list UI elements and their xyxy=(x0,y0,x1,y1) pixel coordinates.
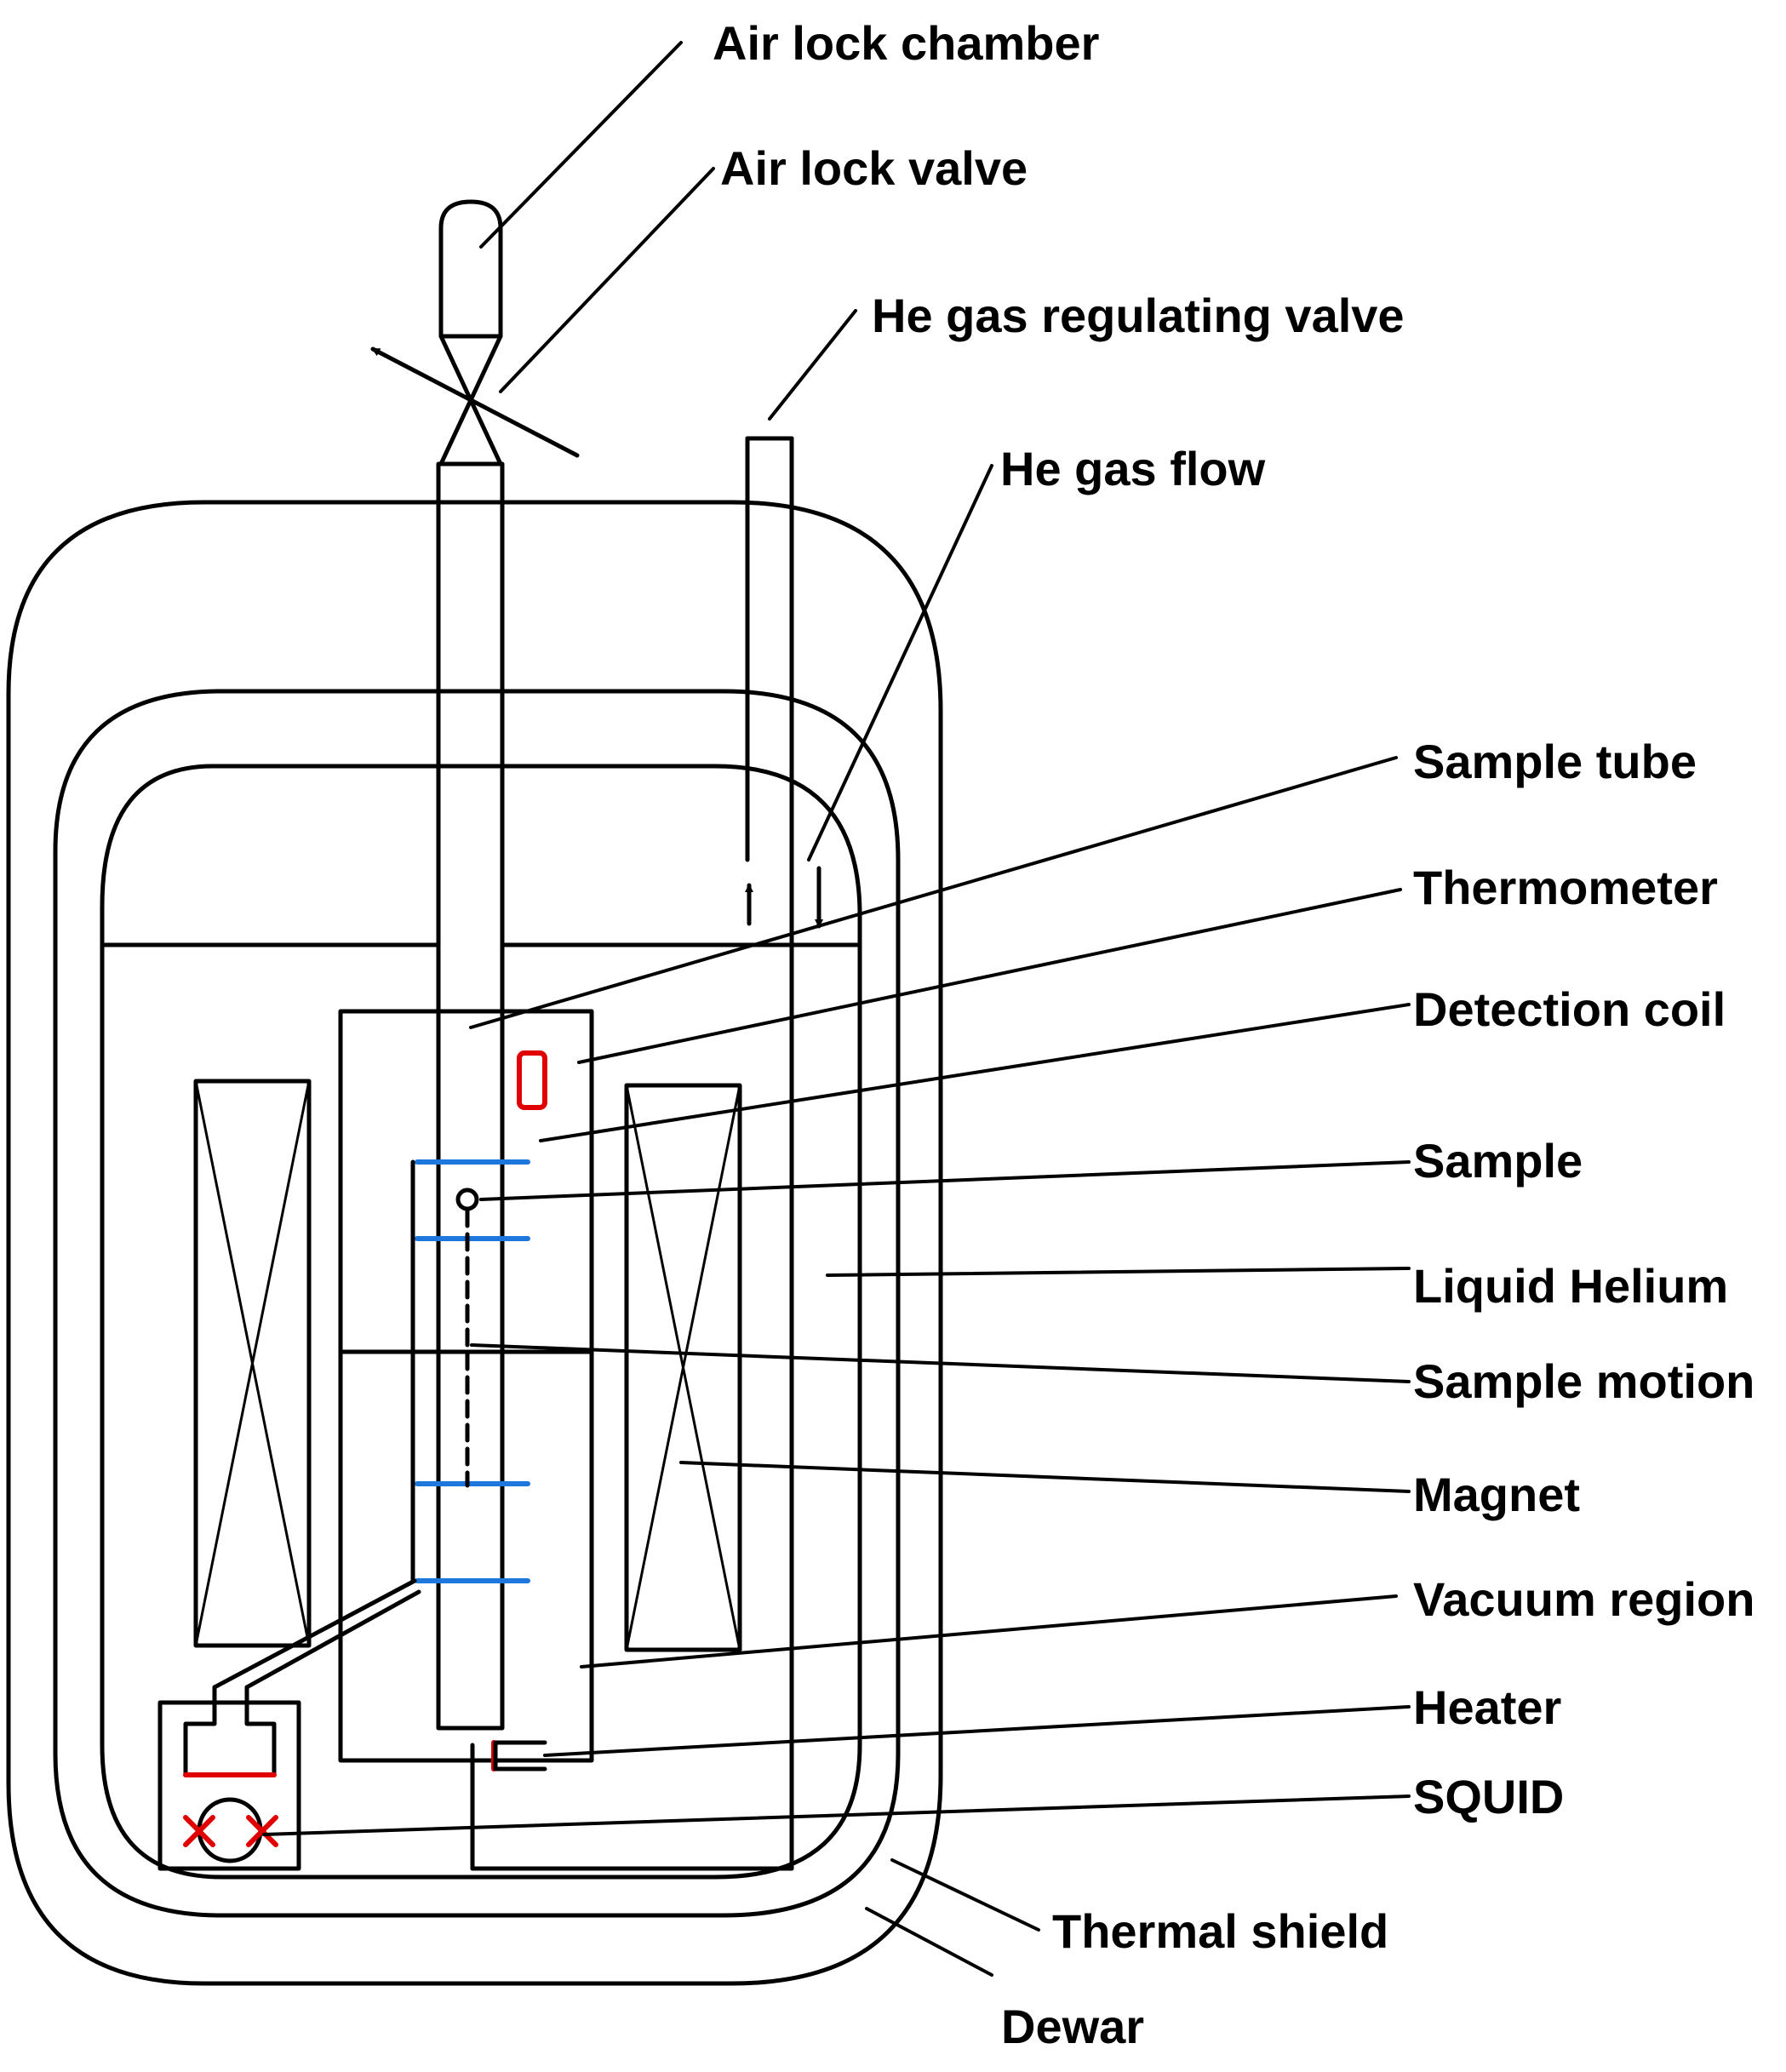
label-detection-coil: Detection coil xyxy=(1413,982,1726,1036)
leader-sample-tube xyxy=(469,756,1398,1029)
leader-detection-coil xyxy=(539,1003,1411,1142)
leader-liquid-helium xyxy=(826,1267,1411,1277)
leader-he-gas-flow xyxy=(807,464,993,861)
magnet-right xyxy=(624,1083,742,1652)
leader-thermal-shield xyxy=(890,1858,1040,1932)
label-air-lock-valve: Air lock valve xyxy=(720,141,1028,195)
leader-air-lock-valve xyxy=(499,167,715,393)
label-squid: SQUID xyxy=(1413,1770,1564,1823)
label-thermometer: Thermometer xyxy=(1413,861,1718,914)
label-sample-tube: Sample tube xyxy=(1413,735,1697,788)
magnet-left xyxy=(193,1079,312,1648)
label-he-gas-regulating-valve: He gas regulating valve xyxy=(872,289,1405,342)
leader-vacuum-region xyxy=(580,1594,1398,1668)
leader-sample xyxy=(479,1160,1411,1201)
leader-sample-motion xyxy=(470,1343,1411,1383)
label-sample-motion: Sample motion xyxy=(1413,1354,1755,1408)
sample xyxy=(455,1188,479,1211)
thermometer xyxy=(517,1050,547,1110)
label-he-gas-flow: He gas flow xyxy=(1000,442,1266,495)
leader-dewar xyxy=(865,1907,993,1977)
leader-magnet xyxy=(679,1461,1411,1493)
dewar-outline xyxy=(6,500,943,1986)
heater-bracket xyxy=(493,1740,547,1772)
leader-lines xyxy=(262,41,1411,1977)
squid xyxy=(157,1685,301,1871)
label-magnet: Magnet xyxy=(1413,1468,1580,1521)
leader-air-lock-chamber xyxy=(479,41,683,249)
label-dewar: Dewar xyxy=(1001,2000,1144,2053)
label-thermal-shield: Thermal shield xyxy=(1052,1904,1388,1958)
thermal-shield-outline xyxy=(53,689,901,1918)
leader-thermometer xyxy=(577,888,1402,1064)
label-liquid-helium: Liquid Helium xyxy=(1413,1259,1728,1313)
leader-he-gas-regulating-valve xyxy=(768,309,857,421)
vacuum-region-chamber xyxy=(338,1009,594,1354)
label-sample: Sample xyxy=(1413,1134,1583,1188)
air-lock-chamber xyxy=(438,199,503,339)
helium-vessel-outline xyxy=(100,764,862,1880)
label-vacuum-region: Vacuum region xyxy=(1413,1572,1755,1626)
air-lock-valve-actuator-arrow xyxy=(370,346,580,458)
leader-heater xyxy=(543,1705,1411,1757)
label-heater: Heater xyxy=(1413,1680,1561,1734)
sample-tube xyxy=(436,461,505,1731)
leader-squid xyxy=(262,1794,1411,1836)
vacuum-region-chamber-lower xyxy=(338,1349,594,1763)
squid-input-leads xyxy=(212,1578,421,1690)
label-air-lock-chamber: Air lock chamber xyxy=(713,16,1099,70)
